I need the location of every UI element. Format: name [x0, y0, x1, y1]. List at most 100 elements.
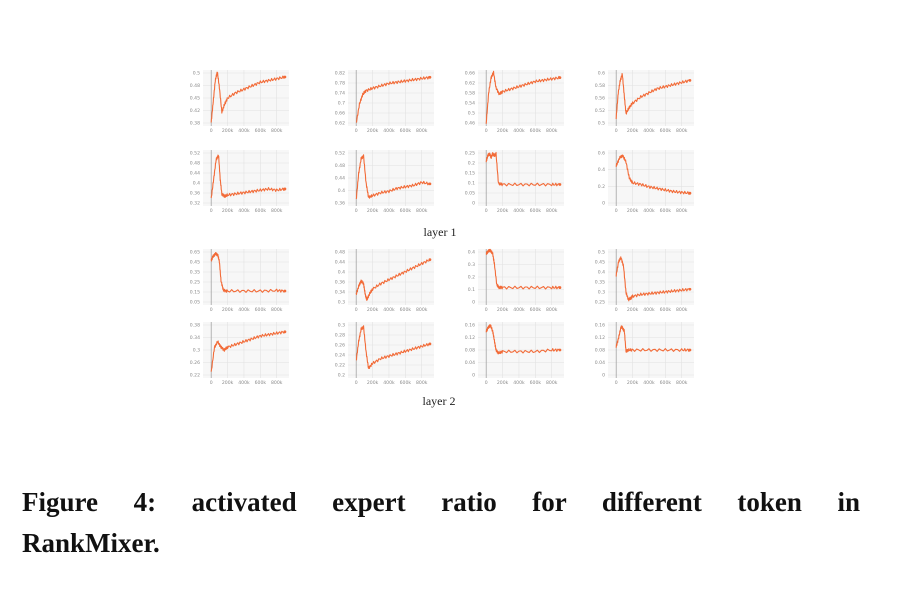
x-tick-label: 800k	[546, 307, 558, 313]
y-tick-label: 0.26	[190, 360, 200, 366]
x-tick-label: 400k	[643, 307, 655, 313]
x-tick-label: 600k	[400, 128, 412, 134]
x-tick-label: 200k	[367, 128, 379, 134]
x-tick-label: 600k	[400, 307, 412, 313]
y-tick-label: 0.2	[598, 184, 605, 190]
y-tick-label: 0.36	[335, 280, 345, 286]
x-tick-label: 0	[355, 307, 358, 313]
y-tick-label: 0.3	[338, 323, 345, 329]
y-tick-label: 0.25	[595, 300, 605, 306]
series-end-point	[283, 289, 287, 293]
y-tick-label: 0.34	[335, 290, 345, 296]
x-tick-label: 400k	[238, 380, 250, 386]
y-tick-label: 0.48	[190, 161, 200, 167]
chart-panel-layer1-2-3: 0 200k 400k 600k 800k 0.25 0.2 0.15 0.1 0.05 0	[465, 150, 564, 214]
y-tick-label: 0.4	[193, 181, 200, 187]
y-tick-label: 0.52	[190, 151, 200, 157]
plot-area	[608, 150, 694, 206]
y-tick-label: 0.5	[468, 111, 475, 117]
chart-panel-layer1-2-4: 0 200k 400k 600k 800k 0.6 0.4 0.2 0	[598, 150, 694, 214]
series-end-point	[428, 75, 432, 79]
x-tick-label: 0	[355, 208, 358, 214]
y-tick-label: 0.15	[465, 171, 475, 177]
x-tick-label: 600k	[660, 128, 672, 134]
x-tick-label: 600k	[530, 380, 542, 386]
x-tick-label: 0	[615, 208, 618, 214]
caption-line-2: RankMixer.	[22, 528, 160, 558]
series-end-point	[283, 187, 287, 191]
group-label-layer-1: layer 1	[423, 225, 457, 239]
x-tick-label: 800k	[676, 208, 688, 214]
y-tick-label: 0.2	[468, 161, 475, 167]
x-tick-label: 400k	[513, 128, 525, 134]
x-tick-label: 400k	[643, 208, 655, 214]
chart-panel-layer1-1-4: 0 200k 400k 600k 800k 0.6 0.58 0.56 0.52 0.5	[595, 70, 694, 134]
x-tick-label: 800k	[271, 128, 283, 134]
y-tick-label: 0.48	[335, 163, 345, 169]
y-tick-label: 0.24	[335, 353, 345, 359]
y-tick-label: 0.56	[595, 96, 605, 102]
x-tick-label: 0	[615, 128, 618, 134]
y-tick-label: 0.66	[335, 111, 345, 117]
y-tick-label: 0.42	[190, 108, 200, 114]
x-tick-label: 200k	[497, 128, 509, 134]
x-tick-label: 400k	[238, 208, 250, 214]
x-tick-label: 800k	[271, 307, 283, 313]
chart-panel-layer1-1-2: 0 200k 400k 600k 800k 0.82 0.78 0.74 0.7 0.66 0.62	[335, 70, 434, 134]
y-tick-label: 0.22	[335, 363, 345, 369]
x-tick-label: 0	[355, 128, 358, 134]
x-tick-label: 0	[485, 380, 488, 386]
x-tick-label: 200k	[367, 307, 379, 313]
y-tick-label: 0.08	[595, 348, 605, 354]
x-tick-label: 600k	[660, 307, 672, 313]
y-tick-label: 0.3	[193, 348, 200, 354]
chart-panel-layer2-1-1: 0 200k 400k 600k 800k 0.65 0.45 0.35 0.25 0.15 0.0…	[190, 249, 289, 313]
series-line	[615, 154, 691, 195]
plot-area	[348, 322, 434, 378]
x-tick-label: 600k	[660, 208, 672, 214]
y-tick-label: 0.44	[335, 176, 345, 182]
x-tick-label: 0	[485, 128, 488, 134]
y-tick-label: 0.5	[598, 250, 605, 256]
series-line	[210, 252, 286, 293]
x-tick-label: 0	[210, 128, 213, 134]
y-tick-label: 0.45	[190, 96, 200, 102]
x-tick-label: 200k	[627, 128, 639, 134]
plot-area	[348, 249, 434, 305]
y-tick-label: 0.12	[595, 335, 605, 341]
plot-area	[203, 249, 289, 305]
chart-panel-layer2-1-2: 0 200k 400k 600k 800k 0.48 0.44 0.4 0.36 0.34 0.3	[335, 249, 434, 313]
y-tick-label: 0.35	[190, 270, 200, 276]
chart-panel-layer2-2-2: 0 200k 400k 600k 800k 0.3 0.28 0.26 0.24 0.22 0.2	[335, 322, 434, 386]
y-tick-label: 0.4	[598, 270, 605, 276]
y-tick-label: 0.22	[190, 373, 200, 379]
series-end-point	[283, 330, 287, 334]
y-tick-label: 0.15	[190, 290, 200, 296]
y-tick-label: 0.5	[598, 121, 605, 127]
y-tick-label: 0	[472, 201, 475, 207]
y-tick-label: 0.44	[190, 171, 200, 177]
y-tick-label: 0.52	[335, 151, 345, 157]
y-tick-label: 0.08	[465, 348, 475, 354]
x-tick-label: 200k	[627, 307, 639, 313]
y-tick-label: 0.25	[190, 280, 200, 286]
series-end-point	[558, 348, 562, 352]
x-tick-label: 600k	[660, 380, 672, 386]
x-tick-label: 400k	[643, 380, 655, 386]
x-tick-label: 400k	[238, 307, 250, 313]
series-end-point	[558, 286, 562, 289]
y-tick-label: 0.2	[338, 373, 345, 379]
y-tick-label: 0.54	[465, 101, 475, 107]
y-tick-label: 0.28	[335, 333, 345, 339]
x-tick-label: 400k	[383, 307, 395, 313]
y-tick-label: 0.05	[190, 300, 200, 306]
y-tick-label: 0.38	[190, 323, 200, 329]
y-tick-label: 0.36	[335, 201, 345, 207]
x-tick-label: 600k	[255, 208, 267, 214]
chart-panel-layer2-2-1: 0 200k 400k 600k 800k 0.38 0.34 0.3 0.26 0.22	[190, 322, 289, 386]
plot-area	[608, 249, 694, 305]
x-tick-label: 200k	[222, 208, 234, 214]
series-line	[485, 70, 561, 124]
y-tick-label: 0.3	[468, 262, 475, 268]
